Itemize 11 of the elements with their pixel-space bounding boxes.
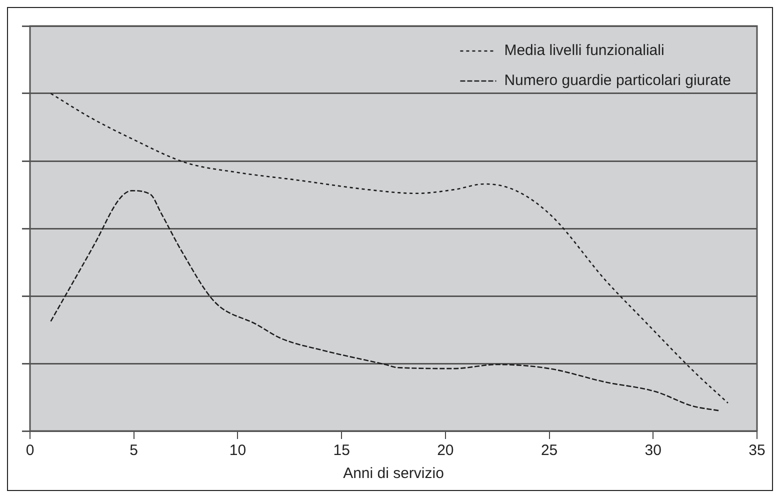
x-tick-label: 35 (748, 442, 766, 460)
legend-label: Media livelli funzionaliali (504, 42, 664, 60)
x-tick-label: 25 (540, 442, 558, 460)
x-tick-label: 0 (26, 442, 34, 460)
x-tick-label: 30 (644, 442, 662, 460)
x-tick-label: 10 (229, 442, 246, 460)
x-axis-title: Anni di servizio (343, 465, 444, 482)
x-tick-label: 15 (333, 442, 350, 460)
x-tick-label: 5 (130, 442, 138, 460)
legend-label: Numero guardie particolari giurate (504, 72, 731, 90)
x-tick-label: 20 (437, 442, 454, 460)
